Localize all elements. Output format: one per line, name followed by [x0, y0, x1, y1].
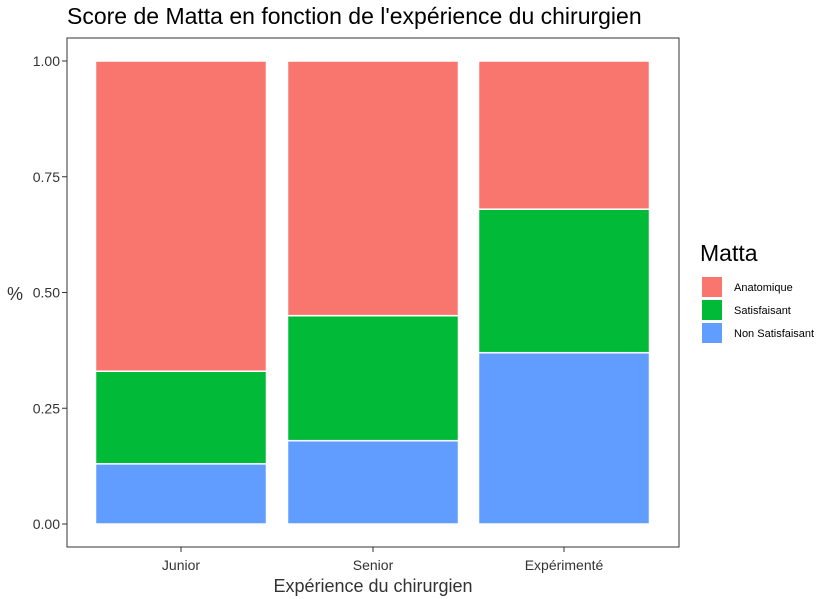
- y-axis-title: %: [7, 284, 23, 304]
- x-axis: Junior Senior Expérimenté: [162, 547, 604, 573]
- legend-label: Satisfaisant: [734, 305, 791, 317]
- legend-label: Non Satisfaisant: [734, 328, 814, 340]
- y-axis: 0.00 0.25 0.50 0.75 1.00: [33, 53, 67, 532]
- legend-label: Anatomique: [734, 282, 793, 294]
- legend-key: [702, 323, 722, 343]
- bar-segment: [286, 60, 460, 317]
- bar-segment: [477, 351, 651, 525]
- y-tick-label: 0.75: [33, 169, 60, 185]
- x-tick-label: Junior: [162, 557, 200, 573]
- y-tick-label: 0.00: [33, 516, 60, 532]
- legend-key: [702, 300, 722, 320]
- x-tick-label: Expérimenté: [525, 557, 604, 573]
- bar-segment: [477, 208, 651, 354]
- chart-title: Score de Matta en fonction de l'expérien…: [67, 3, 642, 29]
- bar-segment: [286, 314, 460, 442]
- bar-segment: [477, 60, 651, 210]
- bar-segment: [286, 439, 460, 525]
- y-tick-label: 1.00: [33, 53, 60, 69]
- x-tick-label: Senior: [353, 557, 394, 573]
- legend-title: Matta: [700, 240, 758, 266]
- bar-segment: [94, 370, 268, 465]
- legend-key: [702, 277, 722, 297]
- x-axis-title: Expérience du chirurgien: [273, 576, 472, 596]
- bar-segment: [94, 60, 268, 372]
- bar-segment: [94, 463, 268, 525]
- legend: Matta Anatomique Satisfaisant Non Satisfai…: [700, 240, 814, 343]
- bars-group: [94, 60, 651, 525]
- y-tick-label: 0.25: [33, 400, 60, 416]
- y-tick-label: 0.50: [33, 285, 60, 301]
